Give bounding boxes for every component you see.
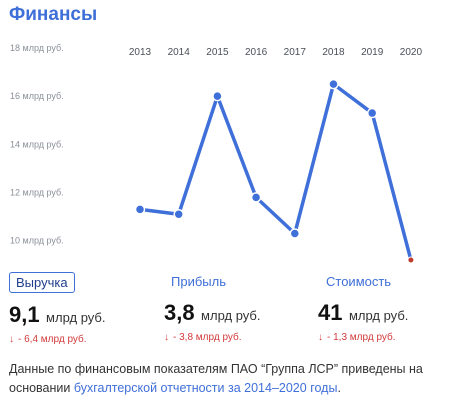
value-change: ↓ - 1,3 млрд руб. <box>318 332 463 343</box>
profit-change-text: - 3,8 млрд руб. <box>173 332 242 343</box>
revenue-unit: млрд руб. <box>46 310 106 325</box>
value-unit: млрд руб. <box>348 308 409 323</box>
note-text: Данные по финансовым показателям ПАО “Гр… <box>9 362 423 395</box>
tab-profit[interactable]: Прибыль <box>171 274 226 289</box>
x-tick-label: 2018 <box>322 47 345 58</box>
data-source-note: Данные по финансовым показателям ПАО “Гр… <box>9 360 454 398</box>
y-tick-label: 18 млрд руб. <box>10 43 64 53</box>
metric-revenue: Выручка 9,1 млрд руб. ↓ - 6,4 млрд руб. <box>9 272 159 345</box>
x-tick-label: 2014 <box>168 47 191 58</box>
x-tick-label: 2020 <box>400 47 423 58</box>
data-point[interactable] <box>250 192 262 203</box>
x-tick-label: 2019 <box>361 47 384 58</box>
x-tick-label: 2016 <box>245 47 268 58</box>
x-tick-label: 2013 <box>129 47 152 58</box>
data-point[interactable] <box>328 78 339 90</box>
revenue-change: ↓ - 6,4 млрд руб. <box>9 334 159 345</box>
metrics-panel: Выручка 9,1 млрд руб. ↓ - 6,4 млрд руб. П… <box>0 272 463 352</box>
metric-value: Стоимость 41 млрд руб. ↓ - 1,3 млрд руб. <box>318 272 463 343</box>
revenue-change-text: - 6,4 млрд руб. <box>18 334 87 345</box>
value-change-text: - 1,3 млрд руб. <box>327 332 396 343</box>
value-value-row: 41 млрд руб. <box>318 300 463 326</box>
metric-profit: Прибыль 3,8 млрд руб. ↓ - 3,8 млрд руб. <box>164 272 314 343</box>
report-link[interactable]: бухгалтерской отчетности за 2014–2020 го… <box>73 381 338 395</box>
x-axis-ticks: 2013 2014 2015 2016 2017 2018 2019 2020 <box>129 47 423 58</box>
x-tick-label: 2017 <box>284 47 307 58</box>
data-point[interactable] <box>212 90 223 102</box>
profit-value: 3,8 <box>164 300 195 325</box>
arrow-down-icon: ↓ <box>318 332 323 343</box>
profit-unit: млрд руб. <box>201 308 261 323</box>
revenue-line-chart: 10 млрд руб. 12 млрд руб. 14 млрд руб. 16 м… <box>10 43 423 264</box>
data-point[interactable] <box>366 107 378 119</box>
y-axis-ticks: 10 млрд руб. 12 млрд руб. 14 млрд руб. 16 м… <box>10 43 64 246</box>
y-tick-label: 16 млрд руб. <box>10 91 64 101</box>
page-title: Финансы <box>9 4 98 25</box>
value-value: 41 <box>318 300 343 325</box>
data-points <box>134 78 415 264</box>
revenue-value: 9,1 <box>9 302 40 327</box>
data-point[interactable] <box>134 204 146 215</box>
tab-value[interactable]: Стоимость <box>326 274 392 289</box>
profit-change: ↓ - 3,8 млрд руб. <box>164 332 314 343</box>
profit-value-row: 3,8 млрд руб. <box>164 300 314 326</box>
note-end: . <box>337 381 341 395</box>
data-point[interactable] <box>407 256 415 264</box>
tab-revenue[interactable]: Выручка <box>9 272 75 293</box>
y-tick-label: 14 млрд руб. <box>10 139 64 149</box>
x-tick-label: 2015 <box>206 47 229 58</box>
data-point[interactable] <box>173 208 184 220</box>
revenue-value-row: 9,1 млрд руб. <box>9 302 159 328</box>
y-tick-label: 10 млрд руб. <box>10 236 64 246</box>
arrow-down-icon: ↓ <box>164 332 169 343</box>
arrow-down-icon: ↓ <box>9 334 14 345</box>
y-tick-label: 12 млрд руб. <box>10 188 64 198</box>
series-line <box>138 82 413 262</box>
data-point[interactable] <box>289 228 301 239</box>
